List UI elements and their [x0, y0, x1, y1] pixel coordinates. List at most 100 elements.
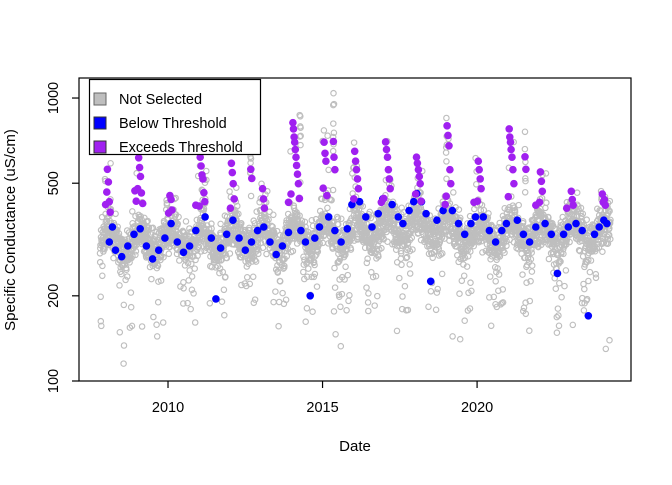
- gray-point: [562, 267, 570, 274]
- gray-point: [283, 253, 291, 260]
- gray-point: [251, 256, 259, 264]
- purple-point: [137, 189, 146, 197]
- purple-point: [320, 138, 328, 146]
- gray-point: [311, 261, 318, 269]
- blue-point: [479, 213, 488, 221]
- gray-point: [255, 250, 262, 258]
- purple-point: [445, 142, 453, 150]
- gray-point: [406, 261, 413, 268]
- blue-point: [399, 219, 407, 228]
- purple-point: [293, 170, 302, 178]
- gray-point: [328, 196, 335, 204]
- blue-point: [315, 223, 324, 231]
- gray-point: [234, 202, 241, 210]
- purple-point: [386, 184, 395, 193]
- purple-point: [292, 161, 301, 170]
- gray-point: [606, 207, 613, 215]
- purple-point: [351, 157, 360, 165]
- gray-point: [302, 223, 309, 231]
- purple-point: [329, 137, 338, 146]
- gray-point: [338, 290, 346, 298]
- purple-point: [228, 168, 237, 177]
- blue-point: [201, 213, 209, 221]
- purple-point: [447, 179, 455, 188]
- gray-point: [330, 120, 337, 127]
- gray-point: [528, 262, 536, 269]
- gray-point: [373, 255, 380, 262]
- purple-point: [247, 165, 255, 174]
- purple-point: [417, 197, 425, 205]
- gray-point: [197, 248, 205, 255]
- purple-point: [601, 201, 610, 209]
- gray-point: [347, 246, 355, 253]
- gray-point: [329, 186, 337, 194]
- gray-point: [556, 279, 563, 287]
- x-tick-label: 2020: [461, 400, 493, 416]
- purple-point: [226, 204, 235, 212]
- gray-point: [345, 297, 352, 305]
- gray-point: [393, 327, 401, 335]
- gray-point: [180, 285, 187, 292]
- gray-point: [433, 289, 441, 296]
- gray-point: [270, 211, 277, 219]
- legend-swatch-not-selected: [93, 92, 107, 106]
- gray-point: [468, 287, 475, 295]
- gray-point: [397, 250, 405, 257]
- gray-point: [398, 261, 405, 269]
- blue-point: [422, 209, 430, 218]
- gray-point: [460, 272, 468, 280]
- gray-point: [523, 246, 531, 254]
- blue-point: [173, 238, 182, 246]
- purple-point: [354, 184, 363, 193]
- purple-point: [138, 199, 147, 208]
- blue-point: [222, 230, 231, 239]
- blue-point: [448, 206, 457, 215]
- gray-point: [97, 293, 104, 301]
- blue-point: [388, 200, 396, 209]
- gray-point: [121, 236, 129, 244]
- gray-point: [250, 299, 258, 307]
- purple-point: [474, 157, 483, 165]
- purple-point: [289, 118, 297, 127]
- blue-point: [547, 230, 556, 239]
- purple-point: [473, 197, 482, 205]
- purple-point: [290, 138, 299, 146]
- gray-point: [365, 307, 372, 315]
- gray-point: [555, 322, 563, 330]
- gray-point: [470, 242, 477, 250]
- gray-point: [180, 279, 187, 286]
- purple-point: [284, 198, 293, 207]
- gray-point: [314, 248, 322, 255]
- gray-point: [160, 253, 167, 261]
- gray-point: [375, 253, 382, 260]
- blue-point: [471, 213, 480, 221]
- gray-point: [311, 270, 319, 278]
- gray-point: [175, 213, 182, 221]
- gray-point: [374, 292, 381, 300]
- purple-point: [104, 178, 113, 186]
- gray-point: [391, 220, 398, 228]
- gray-point: [585, 277, 592, 285]
- gray-point: [581, 285, 588, 293]
- gray-point: [298, 217, 306, 225]
- gray-point: [369, 273, 377, 281]
- gray-point: [577, 204, 585, 212]
- gray-point: [297, 113, 304, 120]
- data-points-layer: [96, 89, 614, 367]
- purple-point: [443, 122, 451, 130]
- gray-point: [150, 313, 157, 321]
- purple-point: [353, 175, 362, 183]
- gray-point: [467, 279, 474, 286]
- blue-point: [272, 250, 281, 259]
- blue-point: [454, 219, 463, 228]
- legend: Not Selected Below Threshold Exceeds Thr…: [88, 78, 262, 156]
- gray-point: [501, 249, 508, 256]
- gray-point: [316, 207, 324, 215]
- gray-point: [188, 260, 195, 268]
- gray-point: [216, 269, 223, 277]
- gray-point: [177, 283, 184, 290]
- gray-point: [123, 266, 130, 273]
- gray-point: [467, 248, 474, 255]
- gray-point: [220, 286, 228, 294]
- blue-point: [541, 219, 549, 228]
